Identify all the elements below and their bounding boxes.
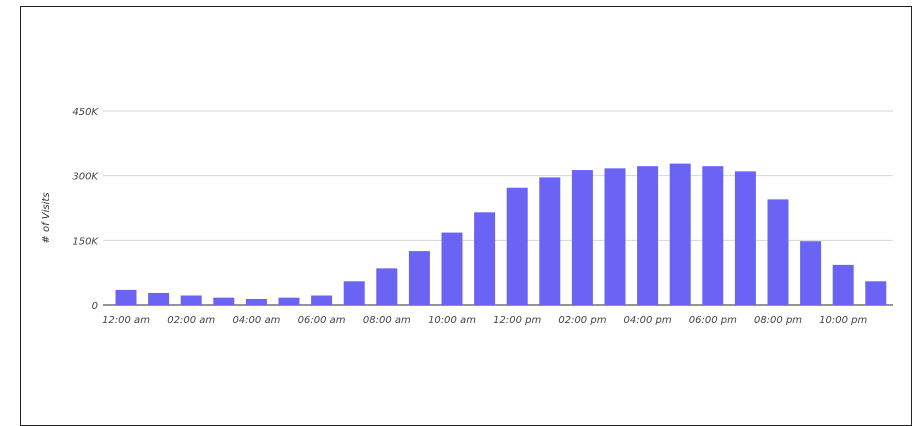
bar-22	[832, 264, 854, 305]
bar-6	[311, 295, 333, 305]
x-tick-label: 02:00 pm	[558, 315, 606, 326]
bar-15	[604, 168, 626, 305]
bar-16	[637, 166, 659, 305]
bar-10	[441, 232, 463, 305]
bar-17	[669, 163, 691, 305]
x-tick-label: 02:00 am	[167, 315, 215, 326]
bar-8	[376, 268, 398, 305]
y-tick-label: 0	[92, 301, 98, 312]
bar-4	[245, 298, 267, 305]
bar-0	[115, 289, 137, 305]
bar-21	[800, 241, 822, 305]
x-tick-label: 06:00 pm	[689, 315, 737, 326]
bar-3	[213, 297, 235, 305]
x-tick-label: 06:00 am	[298, 315, 346, 326]
y-axis-title: # of Visits	[41, 192, 52, 243]
grid-layer	[103, 110, 893, 306]
y-tick-label: 300K	[72, 172, 99, 183]
bar-13	[539, 177, 561, 305]
x-axis-ticks: 12:00 am 02:00 am 04:00 am 06:00 am 08:00 am…	[102, 315, 867, 326]
x-tick-label: 08:00 pm	[754, 315, 802, 326]
y-tick-label: 450K	[72, 107, 99, 118]
bar-layer	[115, 163, 887, 305]
bar-5	[278, 297, 300, 305]
bar-9	[408, 251, 430, 305]
bar-20	[767, 199, 789, 305]
x-tick-label: 10:00 pm	[819, 315, 867, 326]
bar-7	[343, 281, 365, 305]
x-tick-label: 04:00 pm	[624, 315, 672, 326]
x-tick-label: 12:00 pm	[493, 315, 541, 326]
bar-11	[474, 212, 496, 305]
bar-23	[865, 281, 887, 305]
bar-18	[702, 166, 724, 305]
x-tick-label: 10:00 am	[428, 315, 476, 326]
x-tick-label: 12:00 am	[102, 315, 150, 326]
y-tick-label: 150K	[72, 236, 99, 247]
bar-14	[571, 170, 593, 305]
y-axis-ticks: 0 150K 300K 450K	[72, 107, 99, 312]
bar-19	[734, 171, 756, 305]
x-tick-label: 04:00 am	[232, 315, 280, 326]
visits-bar-chart: 0 150K 300K 450K 12:00 am 02:00 am 04:00 am 06…	[41, 107, 893, 326]
x-tick-label: 08:00 am	[363, 315, 411, 326]
bar-12	[506, 187, 528, 305]
chart-frame: 0 150K 300K 450K 12:00 am 02:00 am 04:00 am 06…	[20, 6, 912, 426]
bar-1	[148, 292, 170, 305]
bar-2	[180, 295, 202, 305]
